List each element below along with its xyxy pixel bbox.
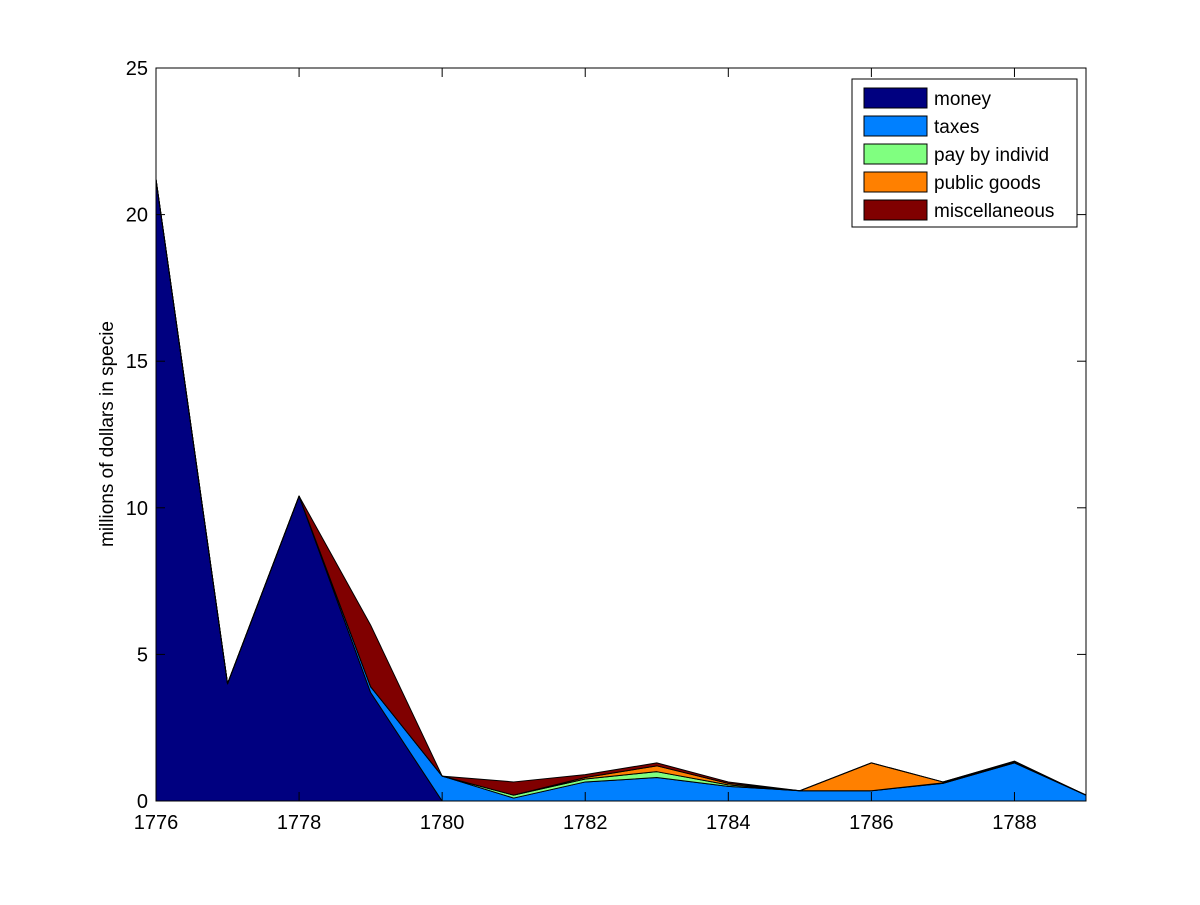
x-tick-label: 1778 [277,812,322,834]
legend-label-taxes: taxes [934,117,979,138]
y-tick-label: 10 [126,498,148,520]
legend-label-miscellaneous: miscellaneous [934,201,1054,222]
x-tick-label: 1784 [706,812,751,834]
x-tick-label: 1782 [563,812,608,834]
y-tick-label: 5 [137,644,148,666]
y-tick-label: 20 [126,205,148,227]
legend-swatch-public-goods [863,171,928,193]
legend-swatch-pay-by-individ [863,143,928,165]
x-tick-label: 1776 [134,812,179,834]
legend-swatch-money [863,87,928,109]
legend-label-public-goods: public goods [934,173,1041,194]
plot-frame [155,67,1087,802]
legend-label-money: money [934,89,992,110]
y-axis-label: millions of dollars in specie [97,321,118,547]
x-tick-label: 1786 [849,812,894,834]
legend-swatch-taxes [863,115,928,137]
y-tick-label: 15 [126,351,148,373]
legend-label-pay-by-individ: pay by individ [934,145,1049,166]
ticks-layer: 1776 1778 1780 1782 1784 1786 1788 0 5 10 15 20 25 [126,58,1086,834]
y-tick-label: 25 [126,58,148,80]
x-tick-label: 1780 [420,812,465,834]
y-tick-label: 0 [137,791,148,813]
legend: money taxes pay by individ public goods misc… [851,78,1078,228]
x-tick-label: 1788 [992,812,1037,834]
legend-swatch-miscellaneous [863,199,928,221]
